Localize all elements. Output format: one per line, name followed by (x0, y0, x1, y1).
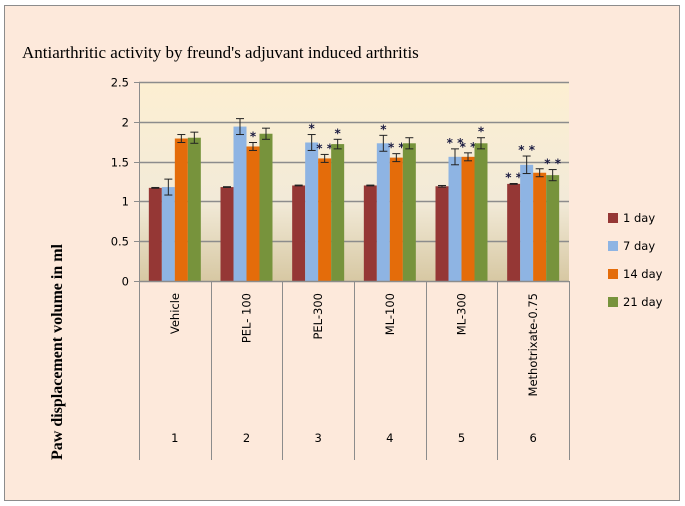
x-category-label: Methotrixate-0.75 (526, 293, 540, 396)
significance-marker: * (309, 122, 316, 136)
bar (363, 185, 377, 281)
bar (331, 144, 345, 281)
significance-marker: * * (518, 143, 535, 157)
y-tick-label: 1.5 (111, 156, 129, 170)
significance-marker: * (250, 129, 257, 143)
bar (520, 164, 534, 281)
legend-swatch (608, 241, 618, 251)
bar (533, 172, 547, 281)
bar (220, 187, 234, 281)
y-tick-label: 0 (122, 275, 129, 289)
legend-label: 21 day (623, 295, 663, 309)
bar (435, 186, 449, 281)
x-category-number: 6 (530, 431, 537, 445)
bar (402, 143, 416, 281)
x-category-number: 4 (386, 431, 393, 445)
bar (318, 158, 332, 281)
significance-marker: * * (316, 141, 333, 155)
legend-item-14-day: 14 day (608, 260, 662, 288)
x-category-label: PEL- 100 (240, 293, 254, 343)
significance-marker: * * (388, 141, 405, 155)
x-category-number: 2 (243, 431, 250, 445)
bar (546, 175, 560, 281)
significance-marker: * * (447, 136, 464, 150)
bar (507, 183, 521, 281)
bar (376, 143, 390, 281)
bar (259, 133, 273, 281)
significance-marker: * * (505, 170, 522, 184)
bar (233, 126, 247, 282)
y-tick-label: 0.5 (111, 235, 129, 249)
legend-item-1-day: 1 day (608, 204, 662, 232)
bar (389, 157, 403, 281)
bar (187, 137, 201, 281)
bar (305, 142, 319, 281)
chart-title: Antiarthritic activity by freund's adjuv… (22, 43, 419, 62)
legend-label: 1 day (623, 211, 656, 225)
bar (161, 187, 175, 281)
bar (246, 146, 260, 281)
x-category-number: 1 (171, 431, 178, 445)
legend-item-7-day: 7 day (608, 232, 662, 260)
x-category-number: 3 (315, 431, 322, 445)
x-category-label: Vehicle (168, 293, 182, 334)
legend-swatch (608, 297, 618, 307)
x-category-label: PEL-300 (311, 293, 325, 340)
significance-marker: * (478, 125, 485, 139)
x-category-label: ML-100 (383, 293, 397, 335)
significance-marker: * (380, 122, 387, 136)
legend-label: 7 day (623, 239, 656, 253)
legend-item-21-day: 21 day (608, 288, 662, 316)
bar (474, 143, 488, 281)
significance-marker: * (335, 126, 342, 140)
legend: 1 day 7 day 14 day 21 day (608, 204, 662, 316)
significance-marker: * * (460, 140, 477, 154)
legend-swatch (608, 269, 618, 279)
y-tick-label: 2 (122, 116, 129, 130)
legend-swatch (608, 213, 618, 223)
y-tick-label: 1 (122, 195, 129, 209)
bar (292, 185, 306, 281)
plot-area (139, 82, 569, 281)
bar (448, 156, 462, 281)
bar (174, 138, 188, 281)
legend-label: 14 day (623, 267, 663, 281)
significance-marker: * * (544, 157, 561, 171)
bar (148, 187, 162, 281)
x-category-number: 5 (458, 431, 465, 445)
x-category-label: ML-300 (455, 293, 469, 335)
y-tick-label: 2.5 (111, 76, 129, 90)
bar (461, 156, 475, 281)
